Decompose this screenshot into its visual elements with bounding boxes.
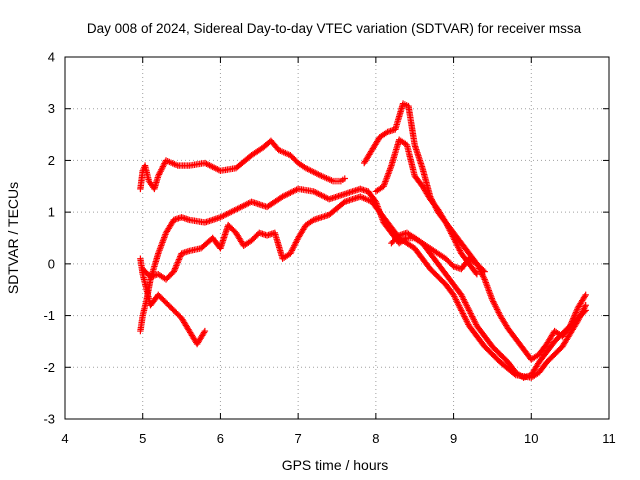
x-tick-label: 8 <box>372 431 379 446</box>
data-point <box>473 271 481 278</box>
data-point <box>581 308 588 315</box>
data-point <box>568 318 576 325</box>
data-point <box>200 329 208 336</box>
x-tick-label: 11 <box>602 431 616 446</box>
data-point <box>175 257 182 265</box>
y-tick-label: 0 <box>48 256 55 271</box>
data-point <box>573 307 580 315</box>
data-point <box>170 268 177 275</box>
data-point <box>568 319 575 327</box>
data-point <box>175 256 183 263</box>
point-series <box>137 137 348 193</box>
data-point <box>572 309 580 316</box>
y-axis-label: SDTVAR / TECUs <box>5 182 21 294</box>
point-series <box>372 136 488 275</box>
x-tick-label: 6 <box>217 431 224 446</box>
data-point <box>582 307 589 314</box>
data-point <box>566 322 574 330</box>
data-point <box>570 313 578 321</box>
data-point <box>176 254 183 262</box>
data-point <box>481 268 488 275</box>
y-tick-label: -2 <box>43 360 55 375</box>
y-tick-label: -3 <box>43 412 55 427</box>
data-point <box>480 267 487 274</box>
data-point <box>472 269 480 277</box>
grid-lines <box>65 57 609 419</box>
data-point <box>567 321 574 328</box>
data-point <box>174 259 181 266</box>
data-point <box>201 327 209 335</box>
data-point <box>341 175 348 182</box>
y-tick-label: 1 <box>48 205 55 220</box>
tick-labels: 4 5 6 7 8 9 10 11 -3 -2 -1 0 1 2 3 4 <box>43 50 615 447</box>
y-tick-label: 4 <box>48 50 55 65</box>
data-point <box>172 263 179 271</box>
data-point <box>173 262 180 269</box>
x-tick-label: 7 <box>295 431 302 446</box>
data-point <box>569 316 576 324</box>
x-tick-label: 4 <box>61 431 68 446</box>
axis-ticks <box>64 56 610 420</box>
data-point <box>570 315 577 322</box>
plot-frame <box>64 56 610 420</box>
point-series <box>137 255 209 348</box>
y-tick-label: -1 <box>43 308 55 323</box>
y-tick-label: 3 <box>48 101 55 116</box>
data-point <box>171 266 178 274</box>
data-point <box>582 291 589 299</box>
data-point <box>572 310 579 318</box>
y-tick-label: 2 <box>48 153 55 168</box>
chart-title: Day 008 of 2024, Sidereal Day-to-day VTE… <box>87 21 582 36</box>
data-point <box>171 265 179 272</box>
x-tick-label: 9 <box>450 431 457 446</box>
data-points <box>137 100 589 381</box>
data-point <box>177 253 184 260</box>
data-point <box>581 293 589 300</box>
x-tick-label: 5 <box>139 431 146 446</box>
x-axis-label: GPS time / hours <box>282 457 389 473</box>
x-tick-label: 10 <box>524 431 538 446</box>
data-point <box>574 306 581 313</box>
data-point <box>571 312 578 319</box>
data-point <box>173 260 181 268</box>
